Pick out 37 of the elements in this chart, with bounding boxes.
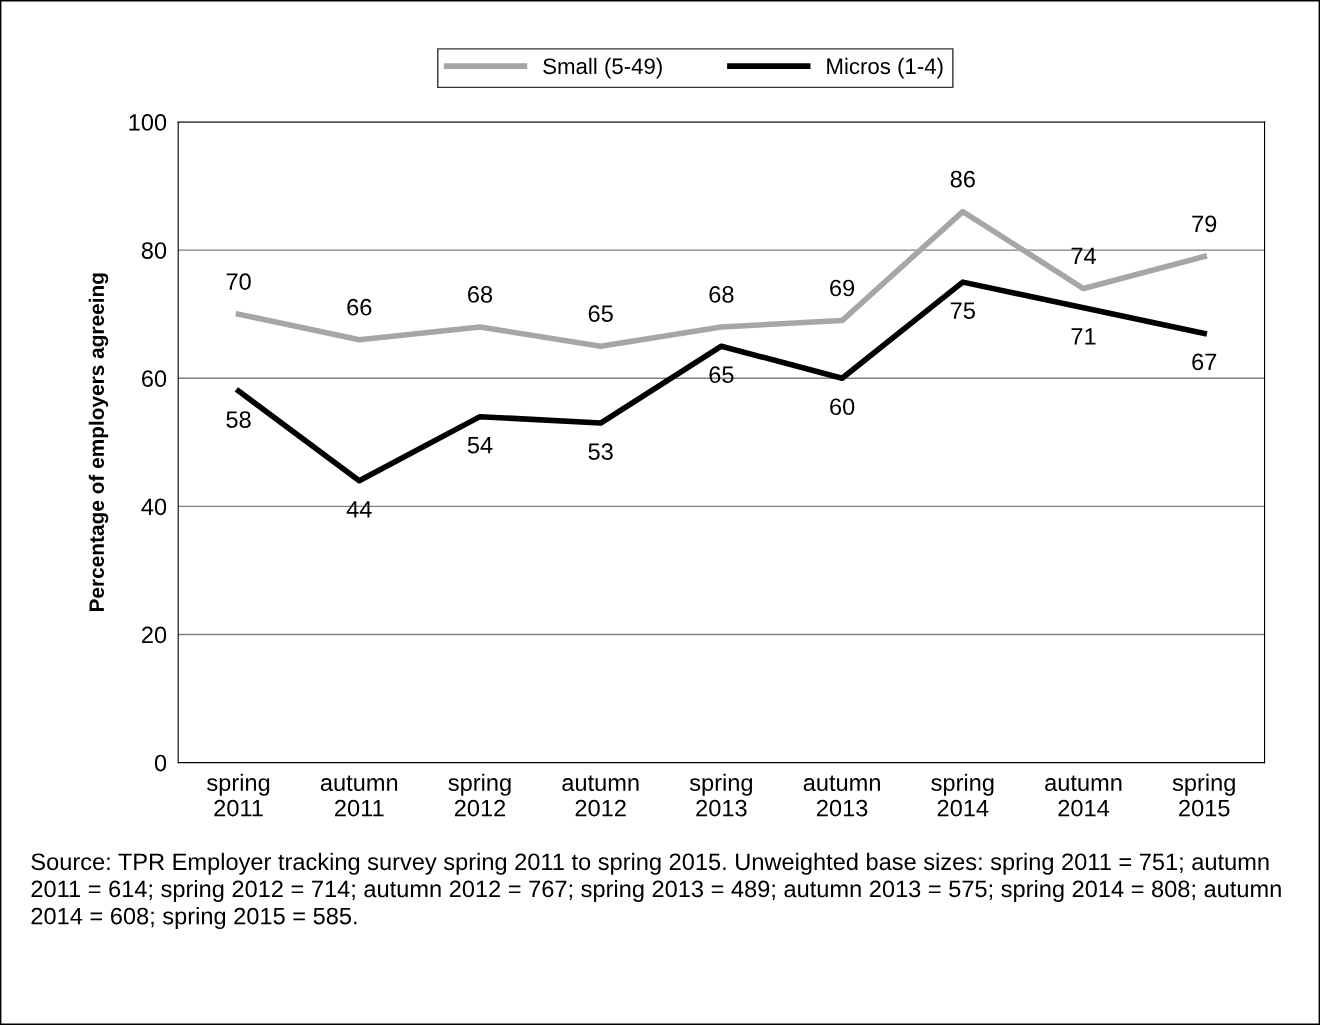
- data-label: 65: [709, 366, 734, 384]
- data-label: 44: [346, 501, 372, 518]
- x-tick-label: autumn 2012: [562, 775, 639, 817]
- data-label: 86: [950, 170, 975, 188]
- y-tick-label: 40: [141, 498, 167, 516]
- data-label: 69: [830, 279, 855, 297]
- data-label: 79: [1192, 215, 1217, 233]
- data-label: 68: [709, 286, 734, 303]
- y-tick-label: 20: [142, 626, 167, 644]
- y-tick-label: 60: [142, 370, 167, 388]
- legend-label: Micros (1-4): [827, 57, 943, 79]
- x-tick-label: spring 2013: [689, 773, 753, 817]
- x-tick-label: spring 2012: [448, 773, 511, 817]
- data-label: 66: [347, 298, 372, 316]
- data-label: 54: [467, 437, 493, 454]
- data-label: 67: [1192, 353, 1217, 371]
- y-tick-label: 100: [129, 114, 167, 131]
- data-label: 53: [588, 443, 613, 460]
- y-axis-title: Percentage of employers agreeing: [88, 273, 109, 612]
- x-tick-label: autumn 2011: [320, 775, 398, 817]
- x-tick-label: spring 2011: [207, 773, 270, 817]
- x-tick-label: autumn 2013: [803, 775, 880, 817]
- data-label: 71: [1071, 328, 1096, 345]
- data-label: 68: [468, 286, 493, 303]
- x-tick-label: autumn 2014: [1045, 775, 1122, 817]
- data-label: 75: [950, 302, 975, 320]
- data-label: 70: [226, 273, 251, 290]
- legend-label: Small (5-49): [543, 57, 662, 79]
- data-label: 74: [1071, 247, 1096, 265]
- y-tick-label: 0: [154, 754, 167, 772]
- x-tick-label: spring 2014: [931, 773, 994, 817]
- data-label: 58: [226, 411, 251, 428]
- data-label: 60: [830, 398, 855, 416]
- data-label: 65: [588, 305, 613, 322]
- x-tick-label: spring 2015: [1172, 773, 1235, 817]
- y-tick-label: 80: [141, 242, 167, 259]
- source-note: Source: TPR Employer tracking survey spring 2011 to spring 2015. Unweighted base sizes: spring 2011 = 751; autumn 2011 = 614; spring 2012 = 714; autumn 2012 = 767; spring 2013 = 489; autumn 2013 = 575; spring 2014 = 808; autumn 2014 = 608; spring 2015 = 585.: [31, 852, 1281, 930]
